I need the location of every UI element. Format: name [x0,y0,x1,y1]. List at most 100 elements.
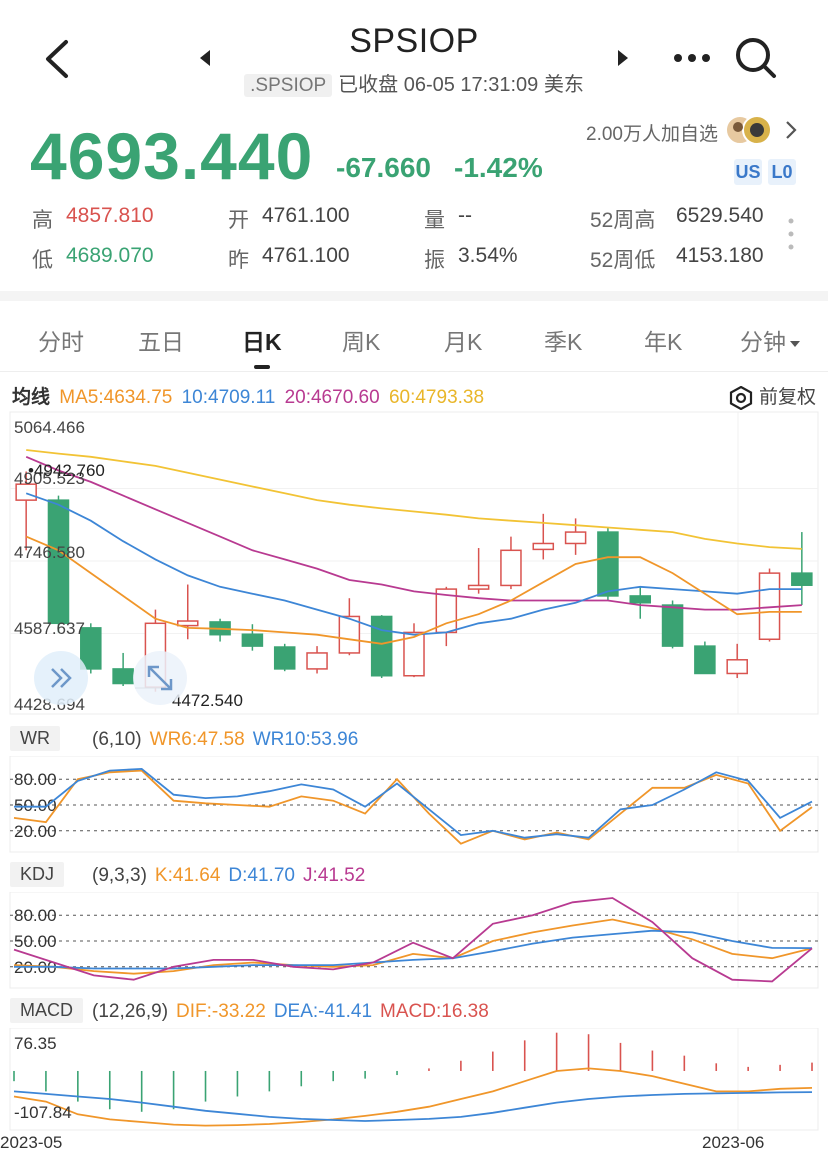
candle-down [112,668,134,685]
settings-hexagon-icon [729,385,753,411]
tab-5day[interactable]: 五日 [138,329,184,355]
kdj-k-line [13,918,813,975]
macd-legend: (12,26,9) DIF:-33.22 DEA:-41.41 MACD:16.38 [92,1001,497,1023]
ma-legend: 均线 MA5:4634.75 10:4709.11 20:4670.60 60:… [12,382,488,409]
wr-params: (6,10) [92,729,142,750]
follower-avatars[interactable] [724,114,774,146]
y-tick-label: 4587.637 [14,619,85,638]
price-change-pct: -1.42% [454,152,543,183]
expand-arrows-icon [147,665,173,691]
kdj-indicator-selector[interactable]: KDJ [10,862,65,887]
candle-down [791,572,813,586]
wr6-line [13,769,813,845]
indicator-frame [9,1028,819,1131]
tab-monthly-k[interactable]: 月K [444,329,483,355]
caret-down-icon [790,340,800,347]
stats-expand-handle[interactable] [786,216,796,252]
ma5-value: MA5:4634.75 [59,387,173,408]
stat-label-low: 低 [32,249,53,272]
candle-down [241,633,264,647]
double-chevron-icon [51,668,72,688]
market-badge-us: US [734,159,762,185]
watchlist-count[interactable]: 2.00万人加自选 [586,124,718,145]
ma60-line [26,449,802,550]
macd-indicator-selector[interactable]: MACD [10,998,83,1023]
fullscreen-button[interactable] [133,651,187,705]
macd-dea-value: DEA:-41.41 [273,1001,373,1022]
stat-label-52w-high: 52周高 [590,209,656,232]
ma10-line [25,492,802,636]
candle-down [597,531,619,597]
candle-down [80,627,102,670]
search-icon [736,38,776,78]
ma20-value: 20:4670.60 [284,387,380,408]
candle-up [306,652,328,670]
quote-status: .SPSIOP 已收盘 06-05 17:31:09 美东 [0,68,828,97]
vertical-dots-icon [788,218,794,250]
section-divider [0,291,828,301]
avatar-icon [725,115,772,145]
chevron-right-icon [786,121,797,139]
max-price-annotation: •4942.760 [28,461,105,480]
stat-label-open: 开 [228,209,249,232]
macd-chart: 76.35 -107.84 2023-05 2023-06 [0,1028,819,1152]
kdj-d-line [14,929,813,970]
chart-frame [9,411,819,715]
adjust-toggle[interactable]: 前复权 [729,382,816,411]
tab-minute-label: 分钟 [740,329,786,355]
stat-value-52w-low: 4153.180 [676,244,764,267]
tabs-divider [0,371,828,372]
x-tick-label: 2023-05 [0,1133,62,1152]
back-button[interactable] [38,38,74,80]
tab-yearly-k[interactable]: 年K [644,329,683,355]
adjust-label: 前复权 [758,387,816,408]
candle-down [273,646,296,670]
ma5-line [25,535,802,645]
macd-hist-value: MACD:16.38 [380,1001,489,1022]
y-tick-label: 80.00 [14,906,57,925]
stat-value-amplitude: 3.54% [458,244,518,267]
more-button[interactable] [672,48,712,68]
y-tick-label: 50.00 [14,796,57,815]
wr-indicator-selector[interactable]: WR [10,726,60,751]
kdj-j-line [13,897,813,983]
ma-legend-title: 均线 [12,387,51,408]
tab-weekly-k[interactable]: 周K [342,329,381,355]
macd-dea-line [13,1090,813,1122]
stat-value-open: 4761.100 [262,204,350,227]
stat-label-amplitude: 振 [424,249,445,272]
macd-params: (12,26,9) [92,1001,169,1022]
watchlist-chevron[interactable] [784,120,798,140]
y-tick-label: 50.00 [14,932,57,951]
tab-intraday[interactable]: 分时 [38,329,84,355]
ma60-value: 60:4793.38 [388,387,485,408]
kdj-k-value: K:41.64 [154,865,221,886]
tab-daily-k[interactable]: 日K [242,329,282,355]
kdj-d-value: D:41.70 [228,865,295,886]
prev-symbol-button[interactable] [198,48,214,68]
search-button[interactable] [734,36,778,80]
stat-label-52w-low: 52周低 [590,249,656,272]
candle-down [661,604,684,647]
tab-minute[interactable]: 分钟 [740,323,801,357]
candle-up [467,584,490,590]
price-change: -67.660 [336,152,431,183]
candle-up [726,659,748,675]
candle-up [532,542,555,551]
indicator-frame [9,892,819,989]
tab-quarterly-k[interactable]: 季K [544,329,583,355]
candlestick-chart[interactable]: 5064.4664905.5234746.5804587.6374428.694… [0,408,828,718]
next-symbol-button[interactable] [614,48,630,68]
min-price-annotation: 4472.540 [172,691,243,710]
y-tick-label: 4746.580 [14,543,85,562]
page-title: SPSIOP [349,22,479,60]
scroll-left-button[interactable] [34,651,88,705]
macd-dif-line [13,1067,813,1127]
candle-up [500,549,522,587]
kdj-legend: (9,3,3) K:41.64 D:41.70 J:41.52 [92,865,373,887]
stat-value-52w-high: 6529.540 [676,204,764,227]
candle-up [15,483,37,501]
stat-label-high: 高 [32,209,53,232]
y-tick-label: 76.35 [14,1034,57,1053]
